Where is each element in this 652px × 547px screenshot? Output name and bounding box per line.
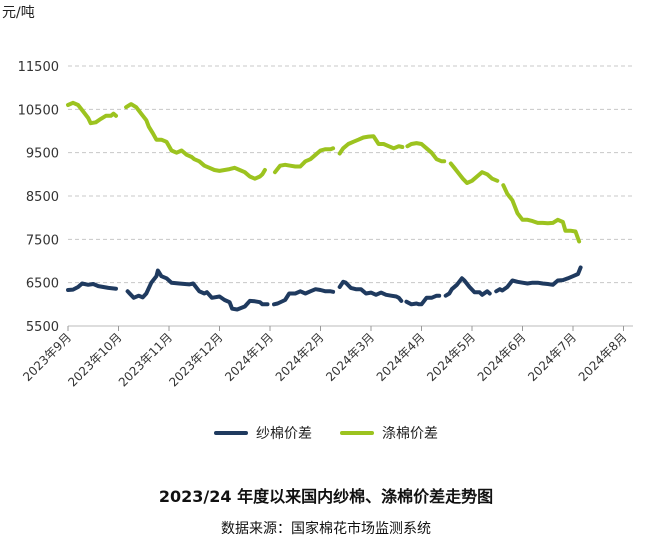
series-polyester-cotton bbox=[66, 100, 582, 244]
y-tick-label: 7500 bbox=[26, 233, 59, 248]
legend-swatch-polyester-cotton bbox=[340, 431, 374, 435]
y-tick-label: 9500 bbox=[26, 147, 59, 162]
y-axis-unit-label: 元/吨 bbox=[2, 5, 35, 21]
x-tick-label: 2023年9月 bbox=[20, 330, 74, 384]
x-tick-label: 2024年8月 bbox=[576, 330, 630, 384]
series-line-segment bbox=[501, 183, 582, 244]
y-tick-label: 6500 bbox=[26, 277, 59, 292]
series-line-segment bbox=[273, 146, 336, 175]
series-lines bbox=[66, 100, 583, 312]
legend-item-yarn-cotton: 纱棉价差 bbox=[214, 423, 312, 443]
x-tick-label: 2024年7月 bbox=[525, 330, 579, 384]
series-line-segment bbox=[448, 161, 500, 185]
data-source: 数据来源：国家棉花市场监测系统 bbox=[221, 521, 431, 537]
x-tick-label: 2024年6月 bbox=[475, 330, 529, 384]
line-chart: 元/吨 5500 6500 7500 8500 9500 10500 11500 2023年… bbox=[2, 5, 633, 389]
legend-item-polyester-cotton: 涤棉价差 bbox=[340, 423, 438, 443]
x-tick-label: 2024年1月 bbox=[222, 330, 276, 384]
series-line-segment bbox=[405, 141, 447, 164]
x-tick-label: 2024年3月 bbox=[323, 330, 377, 384]
series-line-segment bbox=[404, 293, 442, 307]
x-tick-label: 2024年4月 bbox=[374, 330, 428, 384]
y-axis-ticks: 5500 6500 7500 8500 9500 10500 11500 bbox=[18, 60, 59, 335]
y-tick-label: 10500 bbox=[18, 103, 59, 118]
x-tick-label: 2023年12月 bbox=[166, 330, 225, 389]
series-line-segment bbox=[337, 279, 404, 303]
series-line-segment bbox=[272, 287, 336, 307]
series-line-segment bbox=[66, 281, 118, 292]
legend: 纱棉价差 涤棉价差 bbox=[0, 423, 652, 443]
series-line-segment bbox=[494, 265, 583, 294]
x-axis-ticks: 2023年9月2023年10月2023年11月2023年12月2024年1月20… bbox=[20, 326, 630, 389]
legend-label-yarn-cotton: 纱棉价差 bbox=[256, 426, 312, 442]
y-tick-label: 8500 bbox=[26, 190, 59, 205]
y-tick-label: 5500 bbox=[26, 320, 59, 335]
series-line-segment bbox=[125, 268, 270, 312]
series-line-segment bbox=[124, 102, 267, 181]
y-tick-label: 11500 bbox=[18, 60, 59, 75]
series-line-segment bbox=[443, 276, 492, 298]
legend-swatch-yarn-cotton bbox=[214, 431, 248, 435]
x-tick-label: 2024年2月 bbox=[273, 330, 327, 384]
gridlines bbox=[68, 65, 633, 284]
chart-title: 2023/24 年度以来国内纱棉、涤棉价差走势图 bbox=[158, 487, 494, 506]
series-line-segment bbox=[66, 100, 118, 126]
series-line-segment bbox=[337, 134, 405, 156]
x-tick-label: 2024年5月 bbox=[424, 330, 478, 384]
series-yarn-cotton bbox=[66, 265, 583, 312]
legend-label-polyester-cotton: 涤棉价差 bbox=[382, 426, 438, 442]
